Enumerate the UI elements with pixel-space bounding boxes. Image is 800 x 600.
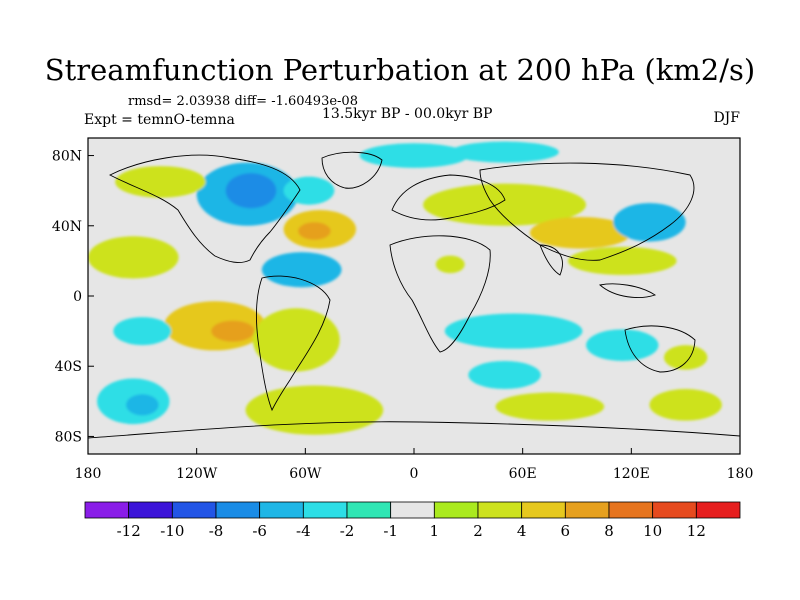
- y-axis: 80N 40N 0 40S 80S: [52, 149, 94, 445]
- colorbar-swatch: [652, 501, 697, 519]
- region-north-atlantic-negative: [283, 176, 335, 205]
- region-central-pacific-negative: [113, 317, 172, 346]
- x-tick-label: 180: [75, 466, 102, 482]
- region-subtropical-core: [298, 262, 331, 281]
- colorbar-label: 8: [604, 522, 614, 540]
- region-west-pacific-core: [638, 213, 668, 232]
- colorbar-swatch: [171, 501, 217, 519]
- region-southern-indian-negative: [468, 360, 541, 390]
- y-tick-label: 40N: [52, 219, 82, 235]
- colorbar-label: 4: [517, 522, 527, 540]
- x-tick-label: 0: [410, 466, 419, 482]
- colorbar-label: -12: [117, 522, 141, 540]
- experiment-label: Expt = temnO-temna: [84, 112, 235, 128]
- colorbar-label: -2: [340, 522, 355, 540]
- x-axis: 180 120W 60W 0 60E 120E 180: [75, 448, 754, 482]
- chart-title: Streamfunction Perturbation at 200 hPa (…: [44, 53, 756, 87]
- season-label: DJF: [713, 110, 740, 126]
- region-africa-positive: [435, 255, 465, 274]
- region-south-indian-positive: [495, 392, 605, 421]
- region-east-pacific-core: [211, 320, 255, 342]
- colorbar-swatch: [608, 501, 654, 519]
- region-tasman-positive: [663, 345, 708, 370]
- region-south-pacific-core: [126, 394, 159, 416]
- region-asia-positive: [529, 217, 632, 249]
- coastlines: [88, 151, 740, 439]
- y-tick-label: 80N: [52, 149, 82, 165]
- colorbar-swatch: [433, 501, 479, 519]
- colorbar-swatch: [84, 501, 130, 519]
- colorbar-label: -10: [160, 522, 184, 540]
- region-alaska-positive: [115, 166, 206, 198]
- colorbar-swatch: [346, 501, 392, 519]
- region-southern-ocean-positive: [245, 385, 384, 435]
- x-tick-label: 180: [727, 466, 754, 482]
- colorbar-swatch: [128, 501, 173, 519]
- x-tick-label: 60W: [289, 466, 322, 482]
- region-north-atlantic-core: [298, 222, 331, 240]
- colorbar-label: 12: [687, 522, 706, 540]
- colorbar: -12 -10 -8 -6 -4 -2 -1 1 2 4 6 8 10 12: [84, 501, 741, 540]
- colorbar-label: 6: [561, 522, 571, 540]
- region-south-atlantic-positive: [252, 308, 340, 372]
- colorbar-label: -4: [296, 522, 311, 540]
- x-tick-label: 120E: [613, 466, 650, 482]
- colorbar-label: 10: [643, 522, 662, 540]
- rmsd-stats: rmsd= 2.03938 diff= -1.60493e-08: [128, 94, 358, 109]
- x-tick-label: 120W: [176, 466, 218, 482]
- x-tick-label: 60E: [509, 466, 537, 482]
- region-siberia-negative: [450, 141, 559, 163]
- colorbar-label: -6: [252, 522, 267, 540]
- colorbar-swatch: [521, 501, 566, 519]
- colorbar-label: -8: [209, 522, 224, 540]
- colorbar-label: -1: [383, 522, 398, 540]
- period-label: 13.5kyr BP - 00.0kyr BP: [322, 106, 493, 122]
- colorbar-label: 1: [430, 522, 440, 540]
- y-tick-label: 80S: [55, 429, 82, 445]
- colorbar-swatch: [695, 501, 741, 519]
- region-north-pacific-positive: [88, 236, 179, 279]
- region-australia-negative: [586, 329, 659, 361]
- colorbar-swatch: [390, 501, 435, 519]
- colorbar-swatch: [302, 501, 348, 519]
- colorbar-swatch: [259, 501, 304, 519]
- region-north-america-core: [225, 173, 277, 209]
- colorbar-swatch: [215, 501, 261, 519]
- region-south-pacific-positive: [649, 389, 722, 421]
- colorbar-swatch: [477, 501, 523, 519]
- region-tropical-asia-positive: [567, 246, 677, 275]
- region-indian-ocean-negative: [444, 313, 583, 349]
- colorbar-swatch: [564, 501, 610, 519]
- contour-regions: [88, 141, 722, 435]
- y-tick-label: 40S: [55, 359, 82, 375]
- colorbar-label: 2: [473, 522, 483, 540]
- region-arctic-negative: [359, 143, 469, 168]
- y-tick-label: 0: [73, 289, 82, 305]
